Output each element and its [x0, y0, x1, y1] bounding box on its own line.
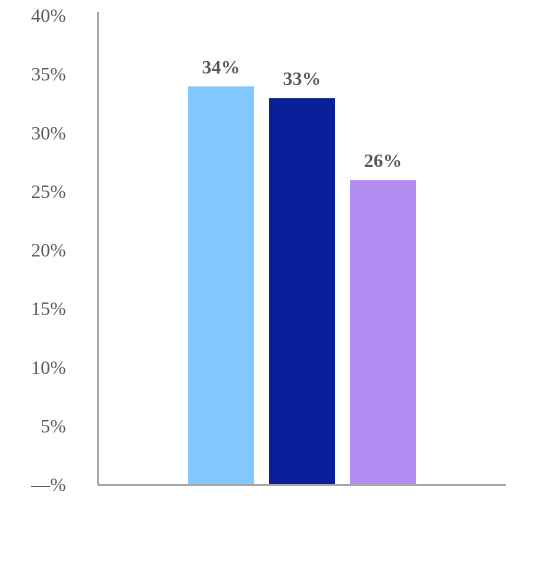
y-tick-label: 25% — [31, 182, 66, 203]
y-axis-ticks: —% 5% 10% 15% 20% 25% 30% 35% 40% — [30, 6, 66, 496]
y-tick-label: 15% — [31, 299, 66, 320]
bar-value-label: 34% — [202, 57, 240, 78]
bar-value-label: 33% — [283, 69, 321, 90]
y-tick-label: 35% — [31, 65, 66, 86]
y-tick-label: 10% — [31, 358, 66, 379]
y-tick-label: —% — [30, 475, 66, 496]
value-labels: 34% 33% 26% — [202, 57, 402, 172]
y-tick-label: 30% — [31, 123, 66, 144]
y-tick-label: 40% — [31, 6, 66, 27]
y-tick-label: 20% — [31, 241, 66, 262]
bars — [188, 86, 416, 485]
bar-value-label: 26% — [364, 151, 402, 172]
bar — [350, 180, 416, 485]
bar — [269, 98, 335, 485]
bar — [188, 86, 254, 485]
y-tick-label: 5% — [41, 416, 67, 437]
